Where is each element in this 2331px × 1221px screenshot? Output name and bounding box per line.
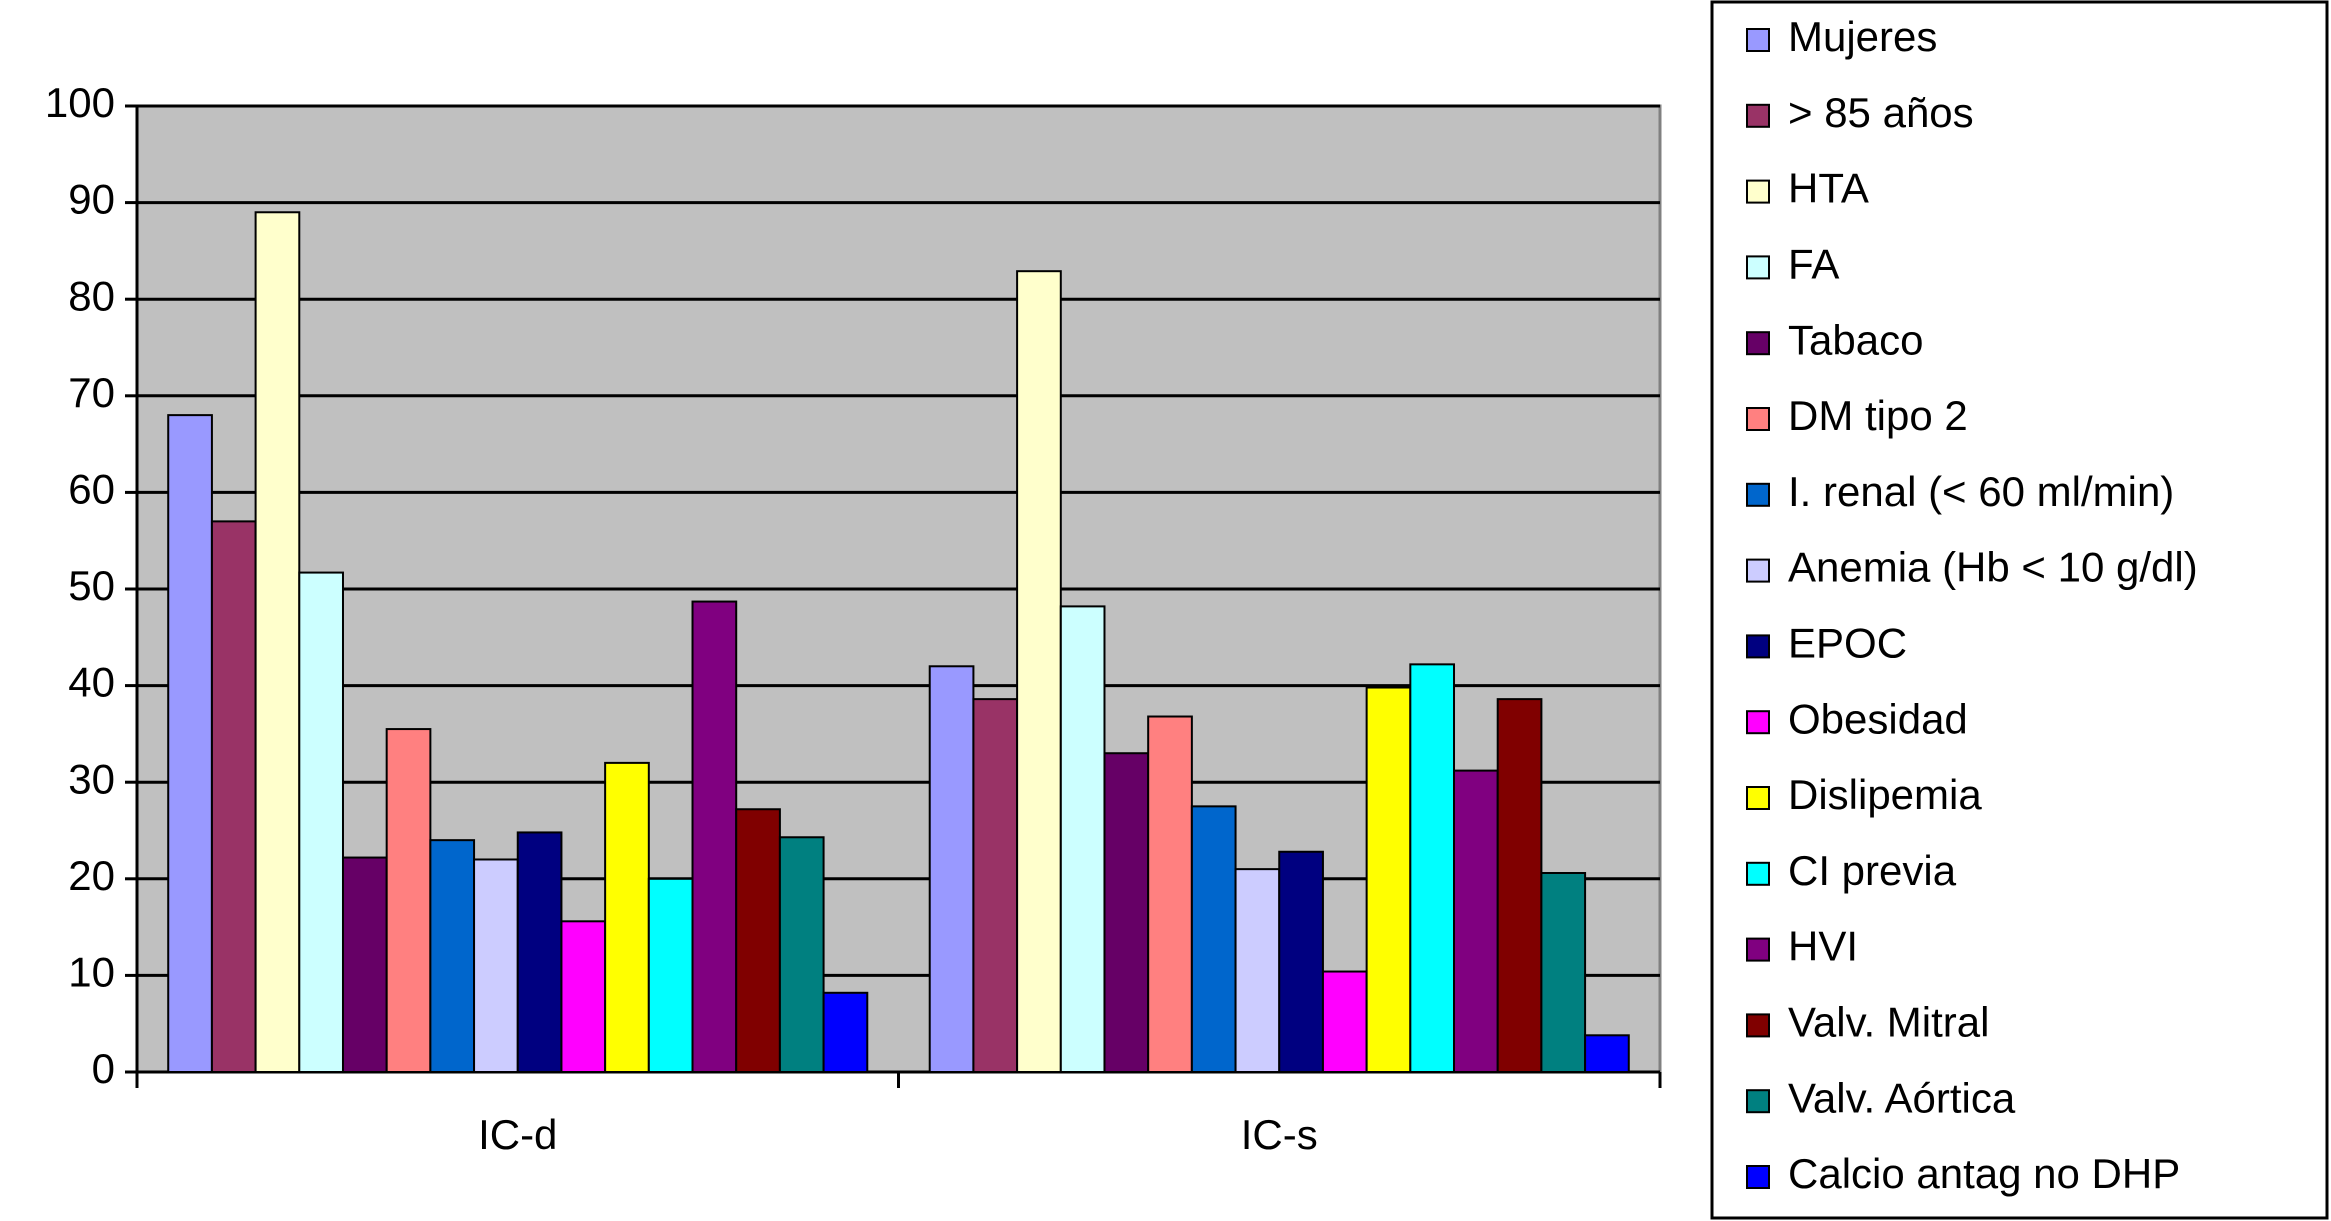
bar (1190, 805, 1237, 1073)
legend-label: Tabaco (1788, 316, 1923, 363)
bar (1278, 850, 1324, 1074)
bar (429, 839, 476, 1073)
bar (1584, 1034, 1630, 1073)
y-tick-label: 90 (68, 176, 115, 223)
y-tick-label: 40 (68, 659, 115, 706)
bar (1365, 686, 1412, 1073)
y-tick-label: 20 (68, 852, 115, 899)
bar (647, 877, 694, 1073)
legend-swatch (1746, 786, 1770, 810)
y-tick-label: 0 (92, 1045, 115, 1092)
legend-label: CI previa (1788, 847, 1957, 894)
bar (473, 858, 519, 1073)
y-tick-label: 10 (68, 948, 115, 995)
legend-label: FA (1788, 240, 1839, 287)
legend-swatch (1746, 28, 1770, 52)
legend-box (1710, 0, 2329, 1220)
legend-label: Valv. Mitral (1788, 998, 1989, 1045)
legend-label: Calcio antag no DHP (1788, 1150, 2180, 1197)
bar (691, 600, 738, 1073)
legend-swatch (1746, 1089, 1770, 1114)
legend-label: Valv. Aórtica (1788, 1074, 2016, 1121)
bar (1059, 605, 1106, 1073)
legend-label: > 85 años (1788, 89, 1974, 136)
legend-label: Obesidad (1788, 695, 1968, 742)
x-tick-label: IC-s (1241, 1111, 1318, 1158)
y-tick-label: 50 (68, 562, 115, 609)
bar (210, 520, 257, 1073)
legend-swatch (1746, 255, 1770, 280)
legend-label: Mujeres (1788, 13, 1937, 60)
bar (1103, 752, 1150, 1073)
legend-swatch (1746, 103, 1770, 128)
legend-swatch (1746, 937, 1770, 962)
bar (822, 991, 869, 1074)
bar (1016, 270, 1062, 1074)
legend-swatch (1746, 634, 1770, 659)
bar (1540, 872, 1587, 1074)
bar (1321, 970, 1368, 1074)
legend-swatch (1746, 710, 1770, 735)
bar (385, 728, 432, 1073)
y-tick-label: 80 (68, 272, 115, 319)
bar (341, 856, 388, 1073)
bar (516, 831, 563, 1073)
bar (298, 571, 344, 1073)
legend-label: I. renal (< 60 ml/min) (1788, 468, 2174, 515)
legend-swatch (1746, 407, 1770, 431)
legend-label: Anemia (Hb < 10 g/dl) (1788, 544, 2198, 591)
legend-label: HTA (1788, 165, 1869, 212)
legend-label: EPOC (1788, 619, 1907, 666)
legend-swatch (1746, 861, 1770, 886)
bar (735, 808, 781, 1073)
bar (167, 414, 213, 1073)
bar (1453, 769, 1499, 1073)
legend-label: Dislipemia (1788, 771, 1982, 818)
bar (1147, 715, 1193, 1074)
bar (254, 211, 301, 1073)
x-tick-label: IC-d (478, 1111, 557, 1158)
y-tick-label: 60 (68, 465, 115, 512)
legend-label: DM tipo 2 (1788, 392, 1968, 439)
bar (1234, 868, 1281, 1074)
y-tick-label: 30 (68, 755, 115, 802)
bar (1409, 663, 1456, 1074)
legend-label: HVI (1788, 923, 1858, 970)
bar (928, 665, 975, 1074)
bar (1496, 698, 1543, 1074)
legend-swatch (1746, 1165, 1770, 1189)
bar (972, 698, 1019, 1074)
legend-swatch (1746, 331, 1770, 356)
bar (560, 920, 607, 1074)
bar (778, 836, 825, 1074)
bar (604, 761, 650, 1073)
y-tick-label: 100 (45, 79, 115, 126)
legend-swatch (1746, 482, 1770, 507)
legend-swatch (1746, 1013, 1770, 1038)
legend-swatch (1746, 558, 1770, 583)
legend-swatch (1746, 179, 1770, 204)
y-tick-label: 70 (68, 369, 115, 416)
